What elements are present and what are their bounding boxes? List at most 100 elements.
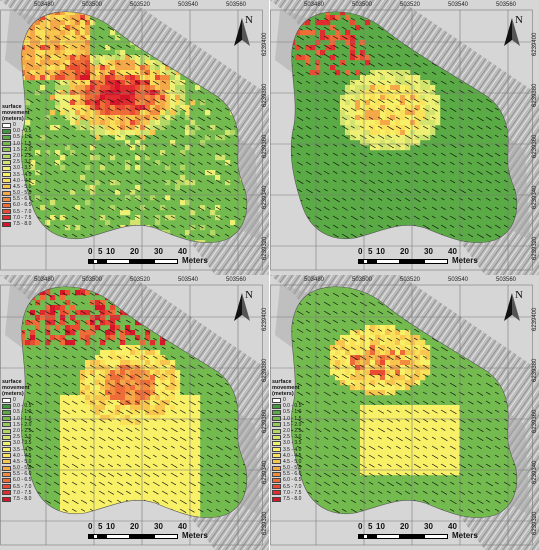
scale-bar: 0 5 10 20 30 40 Meters [88, 247, 238, 269]
x-tick-label: 503500 [352, 2, 373, 8]
legend-swatch [2, 165, 11, 171]
legend-swatch [2, 147, 11, 153]
legend-item: 7.0 - 7.5 [2, 215, 44, 221]
legend-swatch [272, 453, 281, 459]
y-tick-label: 6239360 [262, 134, 268, 158]
legend-swatch [2, 465, 11, 471]
legend-swatch [2, 434, 11, 440]
north-arrow: N [502, 14, 528, 52]
legend-label: 6.5 - 7.0 [13, 483, 32, 490]
y-tick-label: 6239400 [532, 307, 538, 331]
x-tick-label: 503480 [34, 2, 55, 8]
legend-label: 2.0 - 2.5 [13, 427, 32, 434]
x-tick-label: 503540 [178, 2, 199, 8]
legend-item: 6.5 - 7.0 [272, 484, 314, 490]
x-tick-label: 503540 [448, 2, 469, 8]
scale-tick-label: 0 [358, 522, 363, 531]
scale-tick-label: 40 [178, 247, 187, 256]
legend-item: 5.0 - 5.5 [2, 190, 44, 196]
y-tick-label: 6239320 [532, 511, 538, 535]
legend-swatch [2, 184, 11, 190]
legend-label: 1.0 - 1.5 [13, 415, 32, 422]
legend-label: 6.5 - 7.0 [283, 483, 302, 490]
legend-item: 3.0 - 3.5 [272, 440, 314, 446]
legend-item: 4.0 - 4.5 [2, 453, 44, 459]
scale-bar: 0 5 10 20 30 40 Meters [88, 522, 238, 544]
legend-label: 6.0 - 6.5 [13, 477, 32, 484]
scale-unit: Meters [182, 256, 208, 265]
legend-swatch [2, 484, 11, 490]
legend-swatch [272, 447, 281, 453]
x-tick-label: 503500 [82, 2, 103, 8]
x-tick-label: 503560 [226, 277, 247, 283]
y-tick-label: 6239340 [532, 460, 538, 484]
legend-label: 0.0 - 0.5 [283, 403, 302, 410]
legend-item: 5.5 - 6.0 [2, 196, 44, 202]
legend-item: 6.0 - 6.5 [2, 477, 44, 483]
legend-label: 3.0 - 3.5 [13, 440, 32, 447]
legend-item: 0 [272, 397, 314, 403]
legend-swatch [272, 496, 281, 502]
map-canvas [0, 275, 269, 550]
legend-item: 1.5 - 2.0 [2, 422, 44, 428]
x-tick-label: 503520 [130, 277, 151, 283]
y-tick-label: 6239320 [262, 511, 268, 535]
legend-swatch [2, 409, 11, 415]
legend-swatch [2, 215, 11, 221]
legend-swatch [2, 422, 11, 428]
y-tick-label: 6239360 [262, 409, 268, 433]
legend-label: 4.0 - 4.5 [13, 452, 32, 459]
y-tick-label: 6239340 [532, 185, 538, 209]
legend-label: 0 [13, 397, 16, 403]
scale-tick-label: 0 [358, 247, 363, 256]
legend-label: 1.0 - 1.5 [283, 415, 302, 422]
map-panel-3: 503480 503500 503520 503540 503560 6239400 623… [0, 275, 269, 550]
legend-swatch [272, 484, 281, 490]
legend-label: 3.5 - 4.0 [13, 446, 32, 453]
legend-item: 0.0 - 0.5 [2, 128, 44, 134]
north-arrow: N [232, 289, 258, 327]
coordinate-grid [270, 9, 533, 271]
legend-item: 2.0 - 2.5 [2, 153, 44, 159]
scale-tick-label: 5 [98, 522, 103, 531]
legend-label: 7.5 - 8.0 [283, 496, 302, 502]
x-tick-label: 503540 [178, 277, 199, 283]
y-tick-label: 6239320 [532, 236, 538, 260]
legend-swatch [272, 434, 281, 440]
legend-item: 0 [2, 122, 44, 128]
scale-tick-label: 40 [178, 522, 187, 531]
legend-swatch [2, 203, 11, 209]
legend-item: 5.5 - 6.0 [272, 471, 314, 477]
scale-unit: Meters [182, 531, 208, 540]
legend-item: 0.0 - 0.5 [272, 403, 314, 409]
map-canvas [270, 275, 539, 550]
legend-item: 1.0 - 1.5 [272, 416, 314, 422]
legend-label: 4.0 - 4.5 [283, 452, 302, 459]
legend-swatch [2, 490, 11, 496]
legend-swatch [272, 440, 281, 446]
x-tick-label: 503480 [34, 277, 55, 283]
x-tick-label: 503520 [400, 2, 421, 8]
legend-title: movement [272, 385, 300, 391]
legend-item: 1.0 - 1.5 [2, 416, 44, 422]
legend-swatch [2, 447, 11, 453]
legend-swatch [2, 478, 11, 484]
legend-swatch [2, 159, 11, 165]
legend-swatch [272, 416, 281, 422]
legend-item: 0.5 - 1.0 [2, 134, 44, 140]
legend-label: 3.5 - 4.0 [283, 446, 302, 453]
y-tick-label: 6239380 [262, 358, 268, 382]
legend-label: 4.5 - 5.0 [13, 458, 32, 465]
legend-swatch [2, 440, 11, 446]
legend-label: 2.5 - 3.0 [13, 434, 32, 441]
map-panel-1: 503480 503500 503520 503540 503560 6239400 623… [0, 0, 269, 275]
scale-tick-label: 40 [448, 247, 457, 256]
movement-legend: surface movement (meters) 0 0.0 - 0.5 0.5 - 1… [272, 379, 314, 502]
y-tick-label: 6239320 [262, 236, 268, 260]
legend-item: 2.5 - 3.0 [272, 434, 314, 440]
legend-item: 7.5 - 8.0 [2, 496, 44, 502]
y-tick-label: 6239400 [262, 32, 268, 56]
legend-item: 6.5 - 7.0 [2, 209, 44, 215]
movement-legend: surface movement (meters) 0 0.0 - 0.5 0.5 - 1… [2, 104, 44, 227]
legend-label: 2.0 - 2.5 [13, 152, 32, 159]
